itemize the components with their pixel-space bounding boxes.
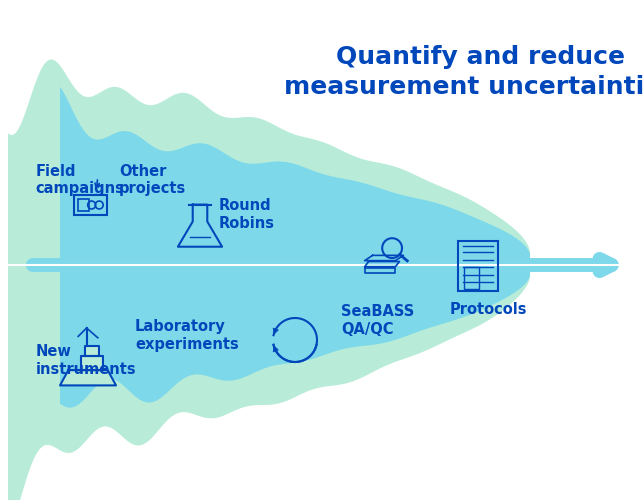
- Polygon shape: [81, 356, 104, 370]
- Polygon shape: [365, 256, 403, 260]
- Polygon shape: [60, 87, 530, 408]
- Bar: [458, 241, 498, 291]
- Polygon shape: [60, 370, 116, 386]
- Text: Field
campaigns: Field campaigns: [35, 164, 124, 196]
- Polygon shape: [180, 233, 220, 244]
- Text: Laboratory
experiments: Laboratory experiments: [135, 318, 239, 352]
- Text: New
instruments: New instruments: [35, 344, 136, 376]
- Bar: [464, 268, 478, 288]
- Bar: [78, 199, 89, 211]
- Polygon shape: [8, 60, 530, 500]
- Text: SeaBASS
QA/QC: SeaBASS QA/QC: [341, 304, 414, 336]
- Polygon shape: [365, 268, 395, 273]
- Polygon shape: [86, 346, 99, 356]
- Bar: [73, 195, 107, 215]
- Text: Protocols: Protocols: [450, 302, 528, 318]
- Polygon shape: [460, 255, 610, 275]
- Text: Round
Robins: Round Robins: [219, 198, 275, 232]
- Text: Other
projects: Other projects: [119, 164, 186, 196]
- Text: Quantify and reduce
measurement uncertainties: Quantify and reduce measurement uncertai…: [284, 45, 643, 98]
- Polygon shape: [365, 262, 399, 267]
